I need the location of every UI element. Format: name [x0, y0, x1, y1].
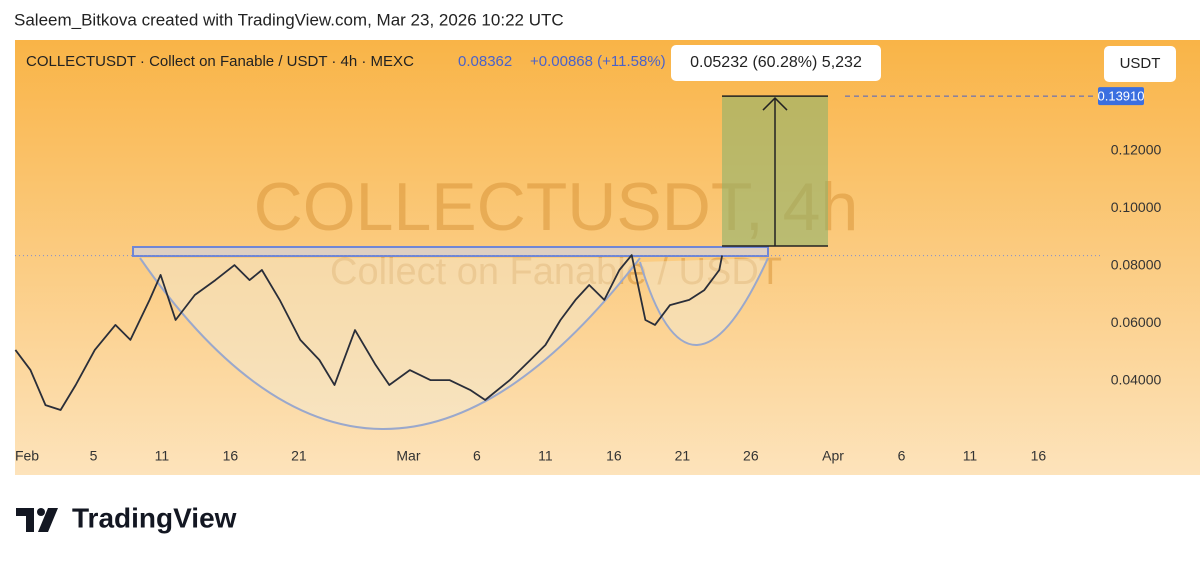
y-tick-label: 0.10000	[1111, 199, 1162, 215]
x-tick-label: 26	[743, 448, 759, 464]
currency-button[interactable]	[1104, 46, 1176, 82]
measurement-label: 0.05232 (60.28%) 5,232	[690, 54, 862, 71]
x-tick-label: Mar	[396, 448, 420, 464]
brand-name: TradingView	[72, 502, 237, 533]
x-tick-label: 16	[1031, 448, 1047, 464]
y-tick-label: 0.12000	[1111, 142, 1162, 158]
currency-label[interactable]: USDT	[1120, 55, 1161, 72]
x-tick-label: 11	[155, 448, 170, 464]
x-tick-label: 6	[898, 448, 906, 464]
symbol-title: COLLECTUSDT · Collect on Fanable / USDT …	[26, 53, 414, 70]
y-tick-label: 0.04000	[1111, 372, 1162, 388]
last-price: 0.08362	[458, 53, 512, 70]
x-tick-label: 5	[90, 448, 98, 464]
credit: Saleem_Bitkova created with TradingView.…	[14, 10, 564, 29]
target-price-label: 0.13910	[1098, 89, 1145, 104]
brand-logo	[16, 508, 58, 532]
price-line	[14, 254, 723, 411]
target-price-tag	[1098, 87, 1144, 106]
y-tick-label: 0.08000	[1111, 257, 1162, 273]
resistance-zone	[132, 246, 769, 257]
price-change: +0.00868 (+11.58%)	[530, 53, 666, 70]
chart-background	[15, 40, 1200, 475]
x-tick-label: 11	[538, 448, 553, 464]
x-tick-label: Apr	[822, 448, 844, 464]
x-tick-label: 21	[675, 448, 691, 464]
x-tick-label: 6	[473, 448, 481, 464]
target-arrow-head	[762, 97, 788, 111]
x-tick-label: 21	[291, 448, 307, 464]
cup-drawing	[139, 257, 641, 430]
x-tick-label: 16	[606, 448, 622, 464]
x-tick-label: Feb	[15, 448, 39, 464]
handle-drawing	[639, 257, 769, 346]
x-tick-label: 11	[963, 448, 978, 464]
x-tick-label: 16	[223, 448, 239, 464]
y-tick-label: 0.06000	[1111, 314, 1162, 330]
measurement-box	[671, 45, 881, 81]
